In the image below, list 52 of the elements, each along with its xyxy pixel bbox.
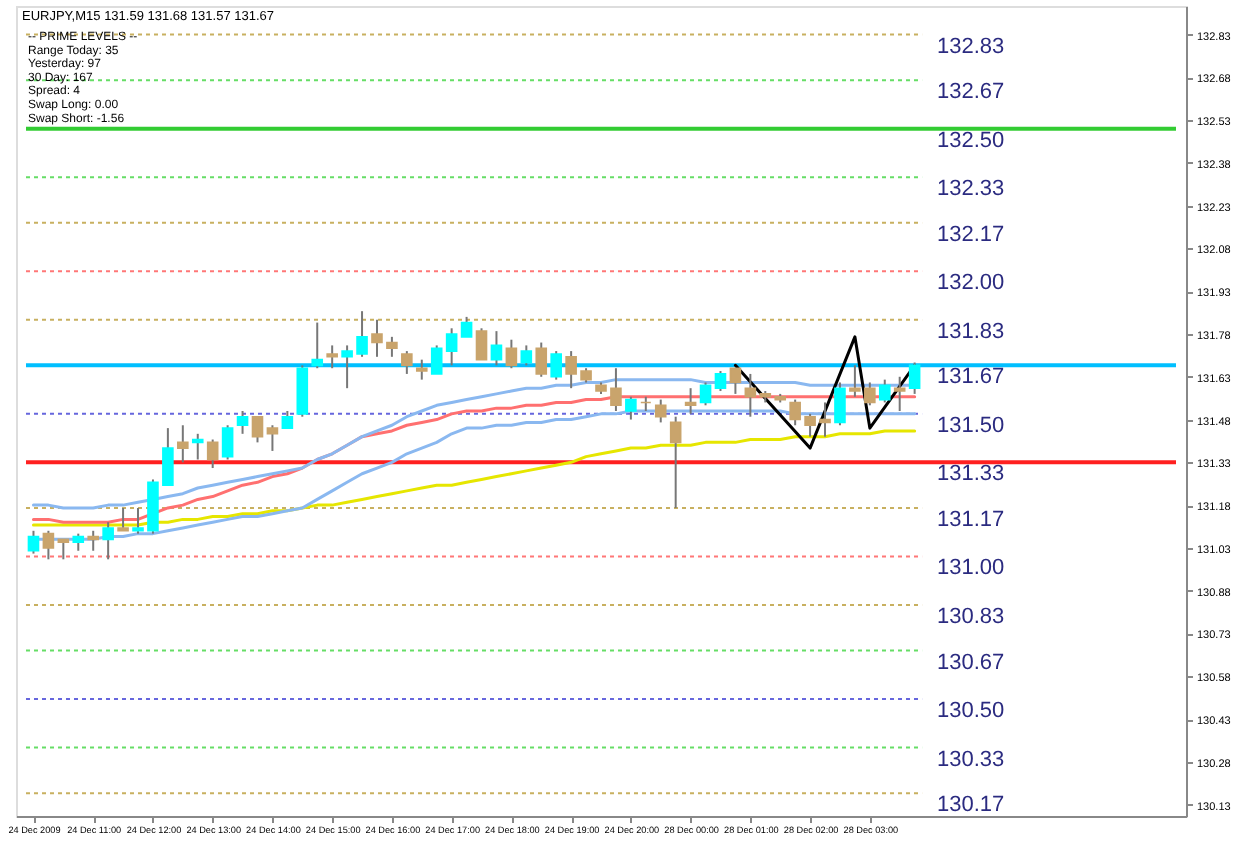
candlestick: [326, 344, 338, 370]
candlestick: [266, 424, 279, 452]
candlestick: [27, 529, 40, 555]
candlestick: [57, 538, 70, 561]
ref-line-label: 130.67: [937, 650, 1005, 675]
candlestick: [640, 395, 652, 412]
ref-line-label: 131.00: [937, 556, 1005, 581]
candlestick: [535, 341, 548, 378]
candlestick: [251, 415, 264, 444]
candlestick: [550, 350, 562, 381]
ref-line-label: 130.33: [937, 747, 1005, 772]
ref-line-label: 132.00: [937, 271, 1005, 296]
candlestick: [684, 387, 697, 415]
candlestick: [401, 350, 413, 375]
candlestick: [520, 344, 533, 367]
candlestick: [908, 361, 921, 395]
candlestick: [475, 327, 488, 361]
ref-line-label: 132.83: [937, 34, 1005, 59]
candlestick: [834, 381, 846, 427]
candlestick: [102, 521, 114, 561]
candlestick: [505, 338, 518, 370]
candlestick: [87, 529, 100, 552]
candlestick: [714, 370, 727, 393]
candlestick: [206, 438, 219, 470]
ref-line-label: 131.67: [937, 365, 1005, 390]
candlestick: [729, 367, 742, 395]
ref-line-label: 130.83: [937, 604, 1005, 629]
ref-line-label: 132.67: [937, 80, 1005, 105]
candlestick: [191, 432, 204, 461]
candlestick: [221, 424, 234, 461]
candlestick: [490, 330, 503, 367]
candlestick: [654, 398, 667, 424]
candlestick: [42, 529, 55, 561]
ref-line-label: 130.17: [937, 793, 1005, 818]
ref-line-label: 130.50: [937, 699, 1005, 724]
candlestick: [296, 364, 309, 418]
candlestick: [311, 321, 324, 370]
candlestick: [177, 424, 189, 464]
candlestick: [415, 358, 428, 381]
ref-line-label: 132.50: [937, 128, 1005, 153]
ref-line-label: 132.17: [937, 222, 1005, 247]
ref-line-label: 131.33: [937, 462, 1005, 487]
candlestick: [236, 410, 249, 435]
ref-line-label: 131.17: [937, 507, 1005, 532]
candlestick: [893, 375, 906, 412]
ref-line-label: 132.33: [937, 177, 1005, 202]
candlestick: [699, 381, 712, 407]
candlestick: [460, 315, 473, 338]
ref-line-label: 131.50: [937, 413, 1005, 438]
ref-line-label: 131.83: [937, 319, 1005, 344]
candlestick: [625, 395, 637, 421]
candlestick: [878, 378, 891, 404]
